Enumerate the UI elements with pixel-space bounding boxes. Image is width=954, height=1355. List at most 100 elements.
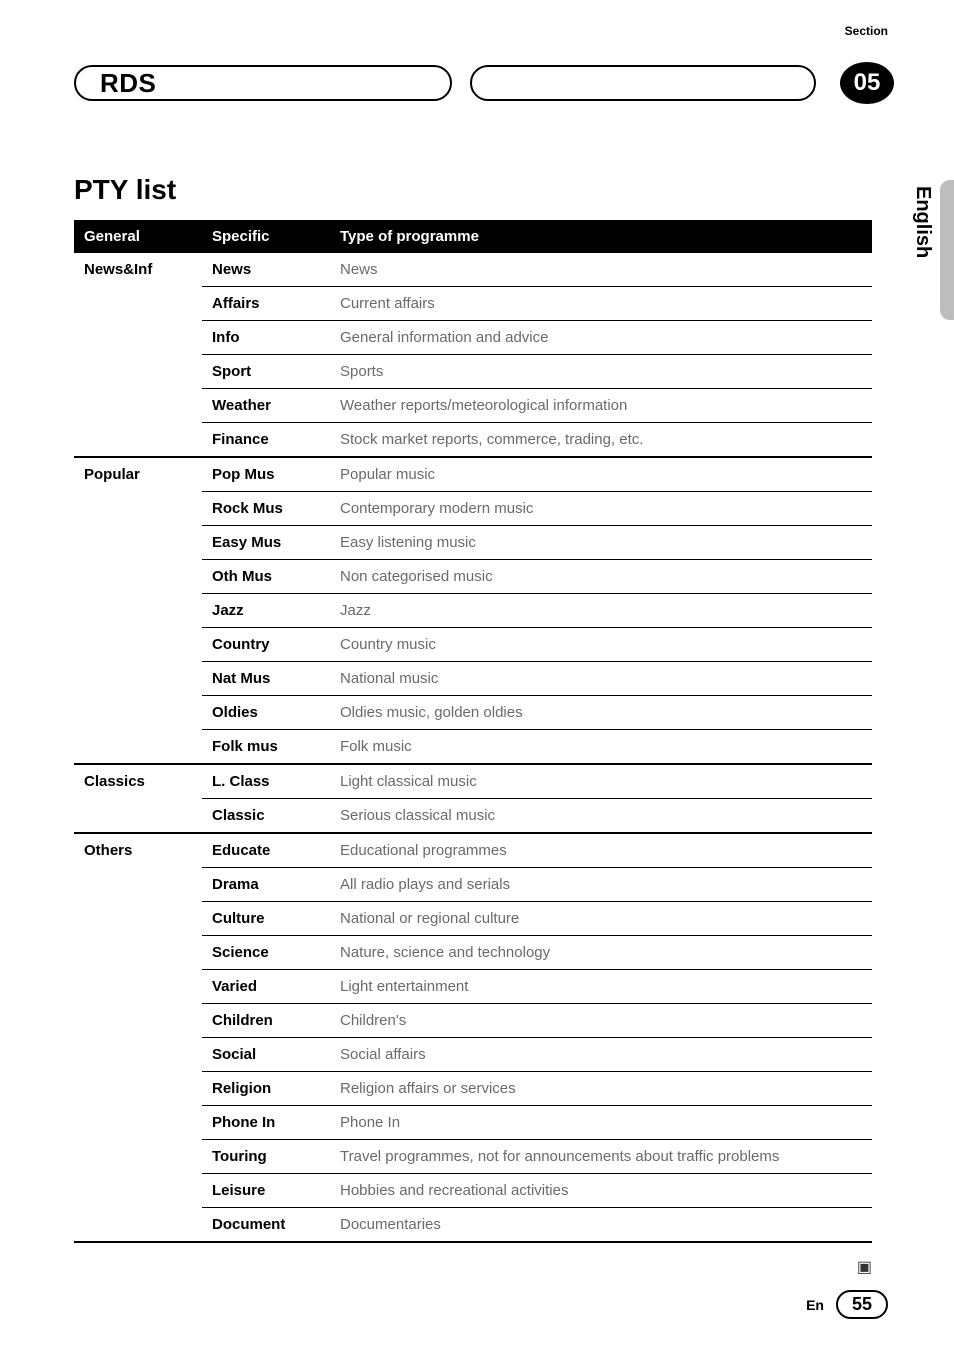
cell-type: Documentaries bbox=[330, 1208, 872, 1243]
footer-lang: En bbox=[806, 1297, 824, 1313]
table-row: FinanceStock market reports, commerce, t… bbox=[74, 423, 872, 458]
cell-type: Serious classical music bbox=[330, 799, 872, 834]
cell-specific: Affairs bbox=[202, 287, 330, 321]
cell-specific: L. Class bbox=[202, 764, 330, 799]
cell-general bbox=[74, 696, 202, 730]
cell-general bbox=[74, 628, 202, 662]
cell-type: Country music bbox=[330, 628, 872, 662]
section-badge: 05 bbox=[840, 56, 894, 110]
table-row: Rock MusContemporary modern music bbox=[74, 492, 872, 526]
cell-type: Educational programmes bbox=[330, 833, 872, 868]
cell-specific: Drama bbox=[202, 868, 330, 902]
cell-specific: Phone In bbox=[202, 1106, 330, 1140]
table-row: Nat MusNational music bbox=[74, 662, 872, 696]
cell-specific: Nat Mus bbox=[202, 662, 330, 696]
cell-specific: Rock Mus bbox=[202, 492, 330, 526]
table-row: Easy MusEasy listening music bbox=[74, 526, 872, 560]
cell-specific: Classic bbox=[202, 799, 330, 834]
cell-specific: Touring bbox=[202, 1140, 330, 1174]
cell-general bbox=[74, 1174, 202, 1208]
cell-general bbox=[74, 902, 202, 936]
page-footer: En 55 bbox=[806, 1290, 888, 1319]
cell-specific: Sport bbox=[202, 355, 330, 389]
cell-general bbox=[74, 355, 202, 389]
cell-specific: Info bbox=[202, 321, 330, 355]
cell-type: Folk music bbox=[330, 730, 872, 765]
cell-type: Jazz bbox=[330, 594, 872, 628]
cell-type: Light classical music bbox=[330, 764, 872, 799]
cell-type: All radio plays and serials bbox=[330, 868, 872, 902]
cell-general bbox=[74, 423, 202, 458]
header-pill-mid bbox=[470, 65, 816, 101]
cell-specific: Folk mus bbox=[202, 730, 330, 765]
cell-general bbox=[74, 389, 202, 423]
table-row: ClassicSerious classical music bbox=[74, 799, 872, 834]
cell-type: Nature, science and technology bbox=[330, 936, 872, 970]
col-header-general: General bbox=[74, 220, 202, 253]
header-row: RDS 05 bbox=[74, 56, 894, 110]
table-row: AffairsCurrent affairs bbox=[74, 287, 872, 321]
header-left-text: RDS bbox=[100, 68, 156, 99]
language-tab-bg bbox=[940, 180, 954, 320]
badge-text: 05 bbox=[840, 56, 894, 110]
cell-general bbox=[74, 970, 202, 1004]
language-tab: English bbox=[911, 186, 934, 258]
cell-general bbox=[74, 1140, 202, 1174]
table-row: ScienceNature, science and technology bbox=[74, 936, 872, 970]
cell-type: Contemporary modern music bbox=[330, 492, 872, 526]
cell-specific: Jazz bbox=[202, 594, 330, 628]
cell-specific: Science bbox=[202, 936, 330, 970]
cell-general: News&Inf bbox=[74, 253, 202, 287]
cell-type: Children's bbox=[330, 1004, 872, 1038]
table-row: Folk musFolk music bbox=[74, 730, 872, 765]
cell-specific: Oldies bbox=[202, 696, 330, 730]
cell-type: Phone In bbox=[330, 1106, 872, 1140]
cell-general bbox=[74, 936, 202, 970]
cell-type: Popular music bbox=[330, 457, 872, 492]
cell-general bbox=[74, 662, 202, 696]
cell-type: Current affairs bbox=[330, 287, 872, 321]
col-header-type: Type of programme bbox=[330, 220, 872, 253]
cell-general bbox=[74, 287, 202, 321]
table-row: OthersEducateEducational programmes bbox=[74, 833, 872, 868]
cell-specific: Children bbox=[202, 1004, 330, 1038]
cell-general: Popular bbox=[74, 457, 202, 492]
cell-specific: Varied bbox=[202, 970, 330, 1004]
table-row: TouringTravel programmes, not for announ… bbox=[74, 1140, 872, 1174]
table-row: SocialSocial affairs bbox=[74, 1038, 872, 1072]
cell-general bbox=[74, 868, 202, 902]
footer-page-number: 55 bbox=[836, 1290, 888, 1319]
cell-general bbox=[74, 799, 202, 834]
table-row: ReligionReligion affairs or services bbox=[74, 1072, 872, 1106]
table-row: InfoGeneral information and advice bbox=[74, 321, 872, 355]
table-row: WeatherWeather reports/meteorological in… bbox=[74, 389, 872, 423]
table-row: ChildrenChildren's bbox=[74, 1004, 872, 1038]
cell-general bbox=[74, 1208, 202, 1243]
cell-specific: Religion bbox=[202, 1072, 330, 1106]
cell-general bbox=[74, 1004, 202, 1038]
col-header-specific: Specific bbox=[202, 220, 330, 253]
section-label: Section bbox=[845, 24, 888, 38]
cell-general bbox=[74, 321, 202, 355]
table-row: OldiesOldies music, golden oldies bbox=[74, 696, 872, 730]
page-title: PTY list bbox=[74, 174, 894, 206]
table-row: SportSports bbox=[74, 355, 872, 389]
cell-specific: Social bbox=[202, 1038, 330, 1072]
table-row: DocumentDocumentaries bbox=[74, 1208, 872, 1243]
table-row: DramaAll radio plays and serials bbox=[74, 868, 872, 902]
page: Section RDS 05 English PTY list General … bbox=[0, 0, 954, 1355]
cell-specific: Weather bbox=[202, 389, 330, 423]
cell-type: News bbox=[330, 253, 872, 287]
table-row: News&InfNewsNews bbox=[74, 253, 872, 287]
cell-general bbox=[74, 730, 202, 765]
cell-type: Hobbies and recreational activities bbox=[330, 1174, 872, 1208]
cell-type: Social affairs bbox=[330, 1038, 872, 1072]
cell-type: National or regional culture bbox=[330, 902, 872, 936]
cell-type: Sports bbox=[330, 355, 872, 389]
cell-specific: News bbox=[202, 253, 330, 287]
cell-type: Easy listening music bbox=[330, 526, 872, 560]
cell-general bbox=[74, 526, 202, 560]
cell-general: Classics bbox=[74, 764, 202, 799]
cell-specific: Document bbox=[202, 1208, 330, 1243]
table-header-row: General Specific Type of programme bbox=[74, 220, 872, 253]
